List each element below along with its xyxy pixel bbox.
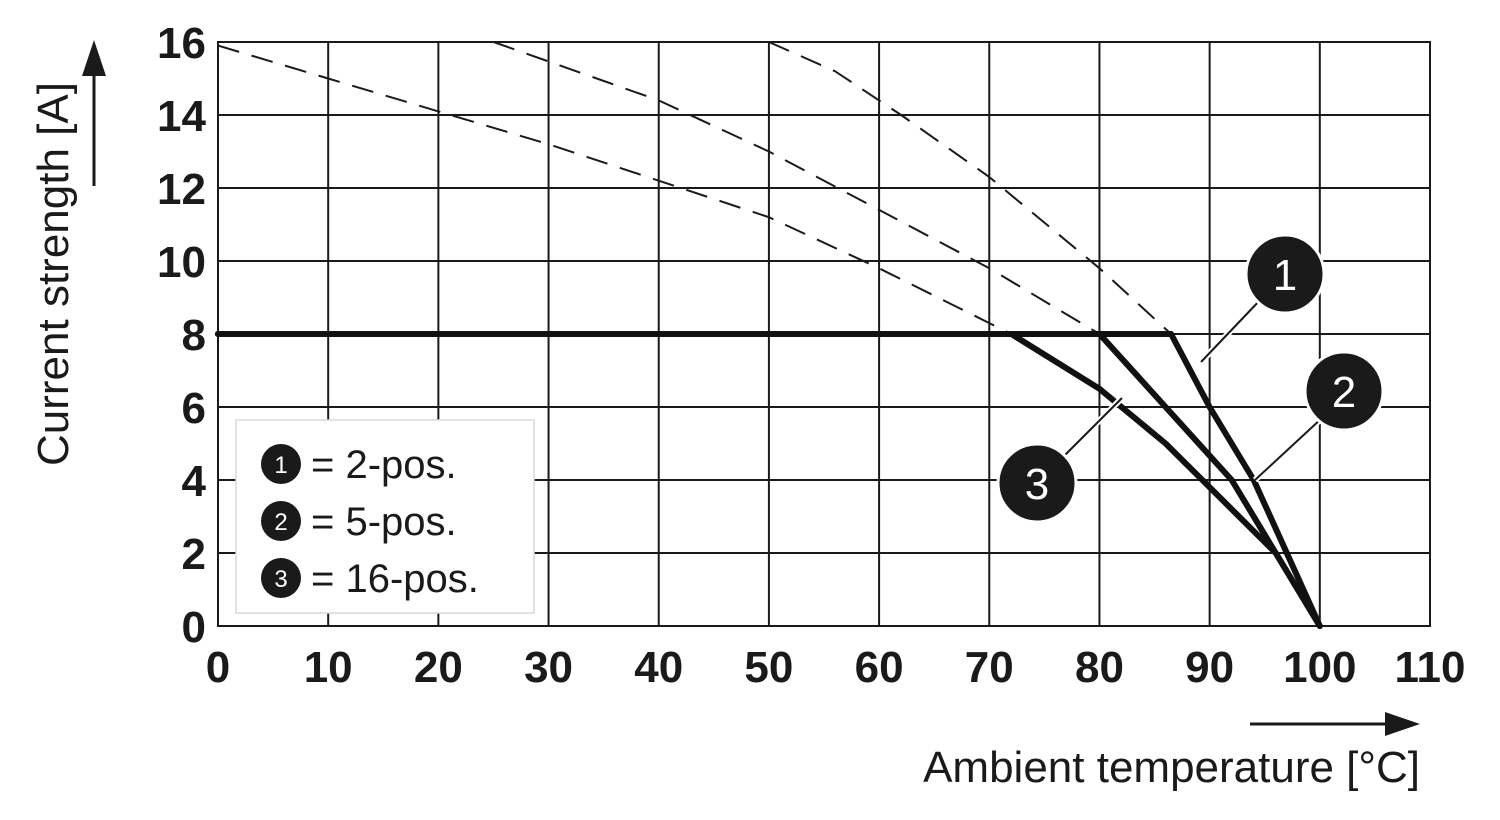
x-tick-label: 80: [1075, 643, 1124, 692]
series-2-dashed-line: [493, 41, 1101, 335]
legend-marker-2-label: 2: [274, 509, 287, 536]
callout-2: 2: [1252, 350, 1385, 483]
legend-label-3: = 16-pos.: [311, 557, 479, 601]
legend-item-3: 3 = 16-pos.: [261, 557, 479, 601]
callout-1-leader-stroke: [1200, 297, 1263, 363]
y-tick-label: 12: [157, 165, 206, 214]
y-tick-label: 16: [157, 19, 206, 68]
y-tick-label: 0: [182, 603, 206, 652]
callout-3-leader-stroke: [1061, 397, 1123, 459]
x-tick-label: 70: [965, 643, 1014, 692]
callout-1-badge: [1244, 233, 1326, 315]
callout-3: 3: [996, 395, 1125, 524]
callout-3-badge: [996, 442, 1078, 524]
x-tick-label: 20: [414, 643, 463, 692]
callout-1-label: 1: [1273, 251, 1297, 300]
y-tick-label: 8: [182, 311, 206, 360]
y-tick-labels: 0 2 4 6 8 10 12 14 16: [157, 19, 206, 652]
y-axis-arrow: [82, 40, 106, 186]
legend-marker-1: [261, 444, 301, 484]
solid-series-group: [215, 331, 1323, 629]
legend-label-1: = 2-pos.: [311, 443, 457, 487]
x-tick-label: 10: [304, 643, 353, 692]
callout-2-label: 2: [1332, 368, 1356, 417]
legend-label-2: = 5-pos.: [311, 500, 457, 544]
y-axis-label: Current strength [A]: [29, 82, 78, 466]
x-tick-label: 30: [524, 643, 573, 692]
legend-marker-2: [261, 501, 301, 541]
callout-1: 1: [1198, 233, 1326, 365]
legend-marker-3-label: 3: [274, 566, 287, 593]
legend-item-1: 1 = 2-pos.: [261, 443, 457, 487]
y-tick-label: 14: [157, 92, 206, 141]
x-tick-label: 40: [634, 643, 683, 692]
dashed-series-group: [217, 41, 1172, 335]
x-tick-label: 50: [744, 643, 793, 692]
x-tick-label: 110: [1395, 643, 1466, 692]
y-tick-label: 10: [157, 238, 206, 287]
x-axis-label: Ambient temperature [°C]: [923, 743, 1420, 792]
callout-2-badge: [1303, 350, 1385, 432]
legend-marker-3: [261, 558, 301, 598]
x-axis-arrow: [1250, 712, 1420, 736]
x-tick-label: 0: [206, 643, 230, 692]
callout-3-label: 3: [1025, 460, 1049, 509]
callout-2-leader-stroke: [1254, 417, 1323, 481]
x-tick-label: 90: [1185, 643, 1234, 692]
y-tick-label: 4: [182, 457, 207, 506]
y-tick-label: 2: [182, 530, 206, 579]
series-3-solid-line: [215, 331, 1323, 629]
x-tick-labels: 0 10 20 30 40 50 60 70 80 90 100 110: [206, 643, 1466, 692]
x-tick-label: 100: [1283, 643, 1356, 692]
legend-marker-1-label: 1: [274, 452, 287, 479]
series-3-dashed-line: [217, 44, 1012, 335]
legend: 1 = 2-pos. 2 = 5-pos. 3 = 16-pos.: [235, 419, 535, 614]
y-tick-label: 6: [182, 384, 206, 433]
legend-item-2: 2 = 5-pos.: [261, 500, 457, 544]
x-tick-label: 60: [855, 643, 904, 692]
